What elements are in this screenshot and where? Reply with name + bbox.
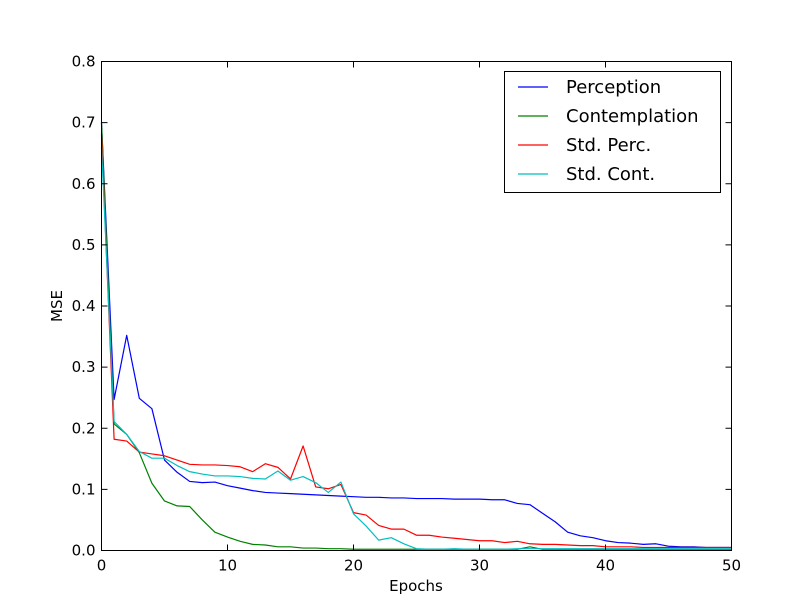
y-axis-label: MSE [48,290,66,322]
x-tick-label: 40 [596,557,615,575]
ticks-layer: 0 10 20 30 40 50 0.0 0.1 0.2 0.3 0.4 0.5 0.6 0.7 0.8 [72,53,741,575]
y-tick-label: 0.6 [72,175,96,193]
y-tick-label: 0.1 [72,480,96,498]
series-line-std-cont [100,147,732,550]
x-tick-label: 50 [722,557,741,575]
legend-label-std-perc: Std. Perc. [566,135,651,156]
x-tick-label: 30 [470,557,489,575]
series-line-std-perc [100,134,732,549]
legend-entry-std-perc: Std. Perc. [518,135,651,156]
x-axis-label: Epochs [389,577,443,595]
y-tick-label: 0.8 [72,53,96,71]
y-tick-label: 0.0 [72,542,96,560]
y-tick-label: 0.4 [72,297,96,315]
y-tick-label: 0.2 [72,419,96,437]
legend-entry-perception: Perception [518,77,661,98]
legend-entry-contemplation: Contemplation [518,106,699,127]
legend-label-contemplation: Contemplation [566,106,699,127]
series-line-perception [100,122,732,549]
legend-label-std-cont: Std. Cont. [566,164,655,185]
y-tick-label: 0.7 [72,114,96,132]
x-tick-label: 20 [344,557,363,575]
legend-label-perception: Perception [566,77,661,98]
x-tick-label: 10 [218,557,237,575]
legend-box [504,71,721,193]
legend: Perception Contemplation Std. Perc. Std.… [504,71,721,193]
x-tick-label: 0 [97,557,107,575]
series-line-contemplation [100,122,732,550]
y-tick-label: 0.5 [72,236,96,254]
y-tick-label: 0.3 [72,358,96,376]
series-layer [100,122,732,550]
legend-entry-std-cont: Std. Cont. [518,164,655,185]
